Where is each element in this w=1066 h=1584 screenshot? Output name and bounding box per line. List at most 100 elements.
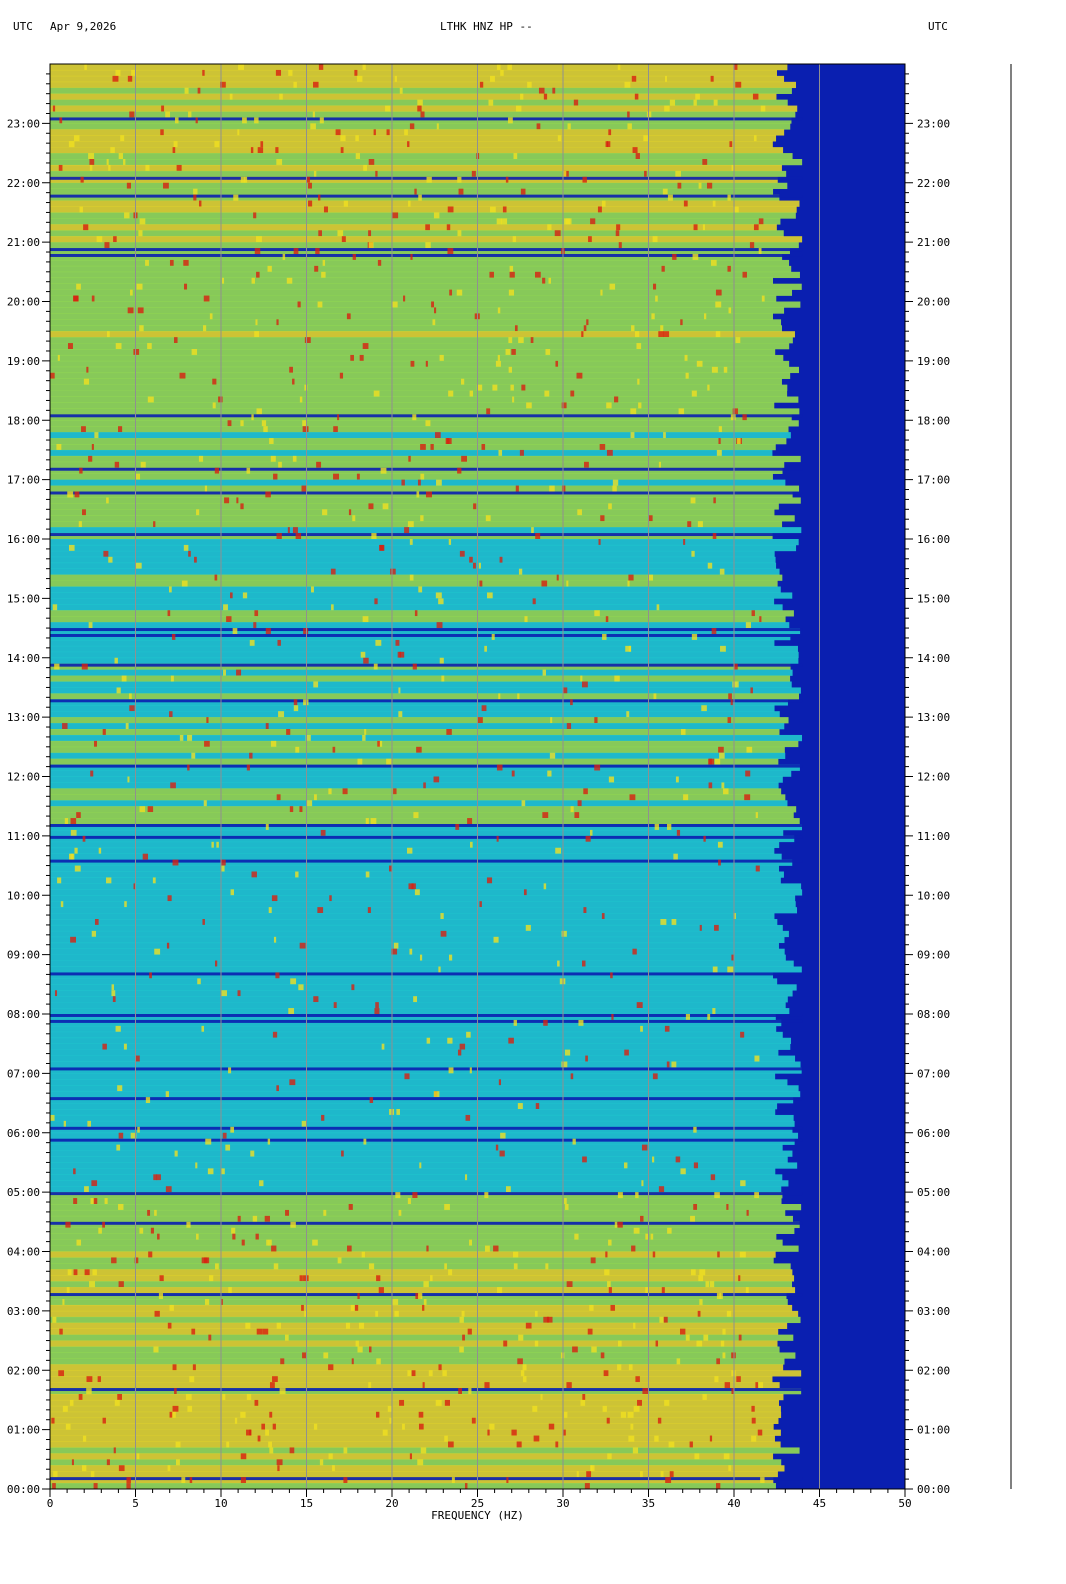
spectrogram-row xyxy=(50,978,778,985)
spectrogram-speckle xyxy=(457,176,462,183)
spectrogram-speckle xyxy=(382,503,389,510)
spectrogram-speckle xyxy=(270,740,277,747)
spectrogram-speckle xyxy=(173,141,178,148)
spectrogram-speckle xyxy=(640,1025,643,1032)
spectrogram-speckle xyxy=(615,230,620,237)
spectrogram-speckle xyxy=(116,687,121,694)
spectrogram-speckle xyxy=(760,105,766,112)
spectrogram-speckle xyxy=(751,1435,757,1442)
spectrogram-speckle xyxy=(570,390,575,397)
spectrogram-speckle xyxy=(91,1180,98,1187)
y-tick-label-right: 04:00 xyxy=(917,1246,950,1259)
spectrogram-row xyxy=(50,1441,781,1448)
spectrogram-speckle xyxy=(59,1328,63,1335)
spectrogram-speckle xyxy=(719,1293,723,1299)
spectrogram-speckle xyxy=(586,319,589,326)
spectrogram-speckle xyxy=(751,610,755,617)
spectrogram-speckle xyxy=(295,746,300,753)
spectrogram-speckle xyxy=(172,859,179,866)
spectrogram-speckle xyxy=(392,212,399,219)
spectrogram-speckle xyxy=(523,889,527,896)
spectrogram-speckle xyxy=(419,1162,422,1169)
spectrogram-speckle xyxy=(321,1114,325,1121)
spectrogram-speckle xyxy=(703,1334,709,1341)
spectrogram-speckle xyxy=(489,271,494,278)
spectrogram-row xyxy=(50,966,802,973)
spectrogram-speckle xyxy=(466,1031,471,1038)
spectrogram-speckle xyxy=(276,319,279,326)
spectrogram-speckle xyxy=(608,129,612,136)
spectrogram-stripe xyxy=(50,824,803,827)
spectrogram-speckle xyxy=(196,1233,199,1240)
spectrogram-speckle xyxy=(204,1299,210,1305)
spectrogram-speckle xyxy=(544,390,550,397)
spectrogram-speckle xyxy=(755,1382,758,1389)
spectrogram-speckle xyxy=(448,1441,454,1448)
spectrogram-speckle xyxy=(498,693,501,700)
spectrogram-speckle xyxy=(731,954,734,961)
spectrogram-speckle xyxy=(370,818,377,824)
spectrogram-speckle xyxy=(76,812,81,819)
spectrogram-speckle xyxy=(175,117,179,124)
spectrogram-speckle xyxy=(502,206,507,213)
spectrogram-speckle xyxy=(590,1257,596,1264)
spectrogram-speckle xyxy=(486,877,493,884)
spectrogram-speckle xyxy=(665,1477,672,1484)
spectrogram-row xyxy=(50,1061,801,1068)
spectrogram-speckle xyxy=(708,782,713,789)
spectrogram-row xyxy=(50,319,782,326)
spectrogram-speckle xyxy=(362,64,366,70)
spectrogram-row xyxy=(50,1055,796,1062)
spectrogram-speckle xyxy=(633,1322,636,1329)
spectrogram-speckle xyxy=(630,1423,634,1430)
spectrogram-speckle xyxy=(570,806,574,813)
spectrogram-speckle xyxy=(660,919,667,925)
spectrogram-speckle xyxy=(215,960,218,967)
spectrogram-speckle xyxy=(82,835,86,842)
spectrogram-speckle xyxy=(581,681,588,688)
spectrogram-speckle xyxy=(663,432,666,439)
spectrogram-speckle xyxy=(74,491,80,498)
spectrogram-speckle xyxy=(303,699,309,706)
y-tick-label-right: 10:00 xyxy=(917,889,950,902)
spectrogram-speckle xyxy=(735,681,739,688)
spectrogram-speckle xyxy=(111,1257,117,1264)
spectrogram-speckle xyxy=(729,141,733,148)
spectrogram-speckle xyxy=(727,265,731,272)
spectrogram-speckle xyxy=(462,1334,465,1341)
spectrogram-speckle xyxy=(724,1382,731,1389)
spectrogram-speckle xyxy=(246,1394,252,1400)
spectrogram-stripe xyxy=(50,1477,803,1481)
spectrogram-speckle xyxy=(94,432,99,439)
spectrogram-speckle xyxy=(535,1103,540,1109)
spectrogram-speckle xyxy=(313,996,319,1003)
spectrogram-speckle xyxy=(230,1126,235,1133)
spectrogram-speckle xyxy=(205,1138,212,1145)
spectrogram-speckle xyxy=(273,473,278,480)
spectrogram-speckle xyxy=(241,1239,245,1246)
spectrogram-row xyxy=(50,996,788,1003)
spectrogram-speckle xyxy=(237,990,241,997)
spectrogram-speckle xyxy=(240,1477,246,1484)
spectrogram-row xyxy=(50,1209,786,1217)
spectrogram-row xyxy=(50,544,797,552)
spectrogram-speckle xyxy=(444,1399,450,1406)
spectrogram-speckle xyxy=(728,307,732,314)
spectrogram-speckle xyxy=(223,669,226,676)
spectrogram-row xyxy=(50,865,780,872)
spectrogram-speckle xyxy=(708,758,715,765)
spectrogram-speckle xyxy=(517,1358,523,1365)
spectrogram-speckle xyxy=(612,479,619,486)
spectrogram-row xyxy=(50,1008,790,1015)
y-tick-label-right: 05:00 xyxy=(917,1186,950,1199)
spectrogram-speckle xyxy=(508,289,515,296)
spectrogram-speckle xyxy=(295,533,302,539)
spectrogram-speckle xyxy=(547,224,552,231)
spectrogram-speckle xyxy=(390,568,396,575)
spectrogram-speckle xyxy=(631,1245,636,1252)
spectrogram-row xyxy=(50,794,786,801)
spectrogram-speckle xyxy=(654,1435,659,1442)
y-tick-label-left: 11:00 xyxy=(7,830,40,843)
spectrogram-speckle xyxy=(490,75,495,82)
spectrogram-speckle xyxy=(731,164,734,171)
